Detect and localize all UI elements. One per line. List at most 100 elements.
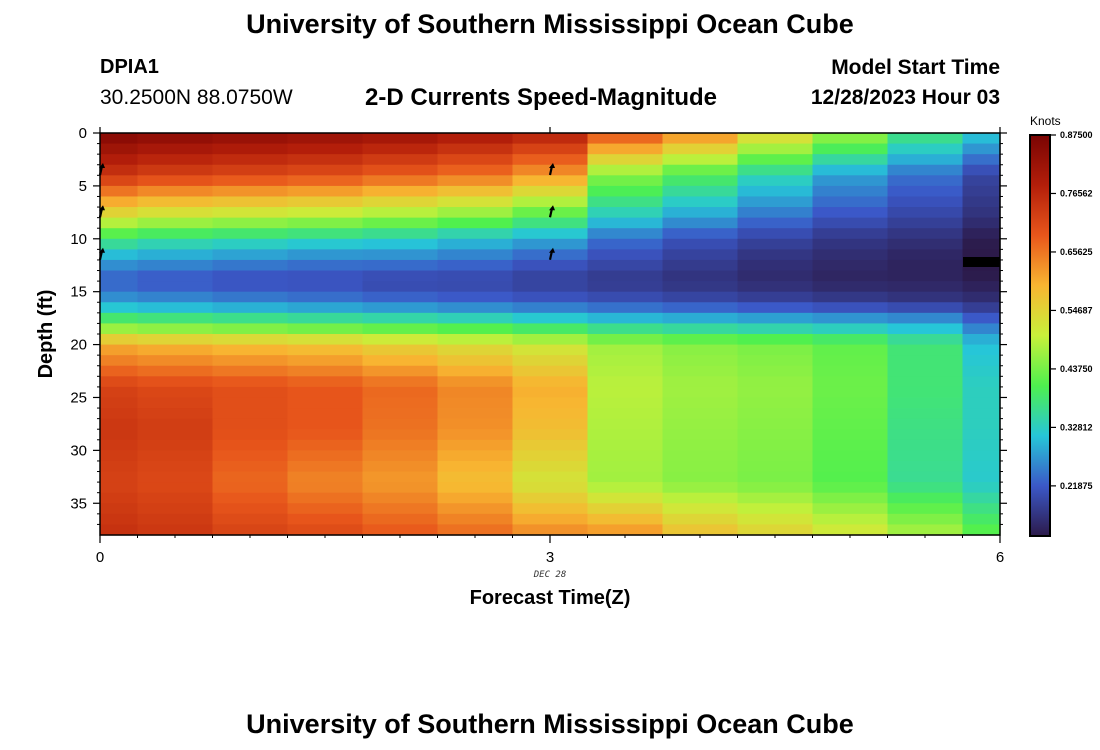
- heatmap-cell: [737, 185, 814, 198]
- heatmap-cell: [212, 492, 289, 504]
- heatmap-cell: [512, 524, 589, 536]
- current-vectors: [98, 163, 555, 260]
- heatmap-cell: [137, 302, 214, 314]
- heatmap-cell: [512, 302, 589, 314]
- heatmap-cell: [812, 249, 889, 261]
- heatmap-cell: [962, 207, 1001, 219]
- heatmap-cell: [437, 196, 514, 208]
- heatmap-cell: [437, 471, 514, 483]
- heatmap-cell: [812, 376, 889, 388]
- heatmap-cell: [812, 270, 889, 282]
- heatmap-cell: [287, 228, 364, 240]
- heatmap-cell: [137, 386, 214, 399]
- heatmap-cell: [362, 238, 439, 250]
- heatmap-cell: [737, 228, 814, 240]
- heatmap-cell: [662, 281, 739, 293]
- heatmap-cell: [137, 217, 214, 229]
- heatmap-cell: [437, 228, 514, 240]
- x-tick-label: 0: [96, 549, 104, 566]
- heatmap-cell: [887, 386, 964, 399]
- heatmap-cell: [100, 323, 139, 335]
- heatmap-cell: [137, 503, 214, 515]
- heatmap-cell: [662, 302, 739, 314]
- heatmap-cell: [962, 143, 1001, 155]
- heatmap-cell: [962, 312, 1001, 325]
- heatmap-cell: [887, 513, 964, 526]
- heatmap-cell: [437, 259, 514, 272]
- heatmap-cell: [287, 386, 364, 399]
- heatmap-cell: [437, 460, 514, 473]
- heatmap-cell: [512, 154, 589, 166]
- current-vector-arrow: [548, 205, 555, 218]
- heatmap-cell: [812, 281, 889, 293]
- heatmap-cell: [887, 270, 964, 282]
- heatmap-cell: [587, 503, 664, 515]
- x-date-label: DEC 28: [533, 570, 567, 580]
- heatmap-cell: [962, 492, 1001, 504]
- heatmap-cell: [437, 439, 514, 451]
- heatmap-cell: [962, 217, 1001, 229]
- heatmap-cell: [212, 365, 289, 377]
- heatmap-cell: [887, 482, 964, 494]
- heatmap-cell: [812, 302, 889, 314]
- heatmap-cell: [737, 302, 814, 314]
- x-tick-label: 6: [996, 549, 1004, 566]
- heatmap-cell: [287, 270, 364, 282]
- heatmap-cell: [437, 217, 514, 229]
- heatmap-cell: [512, 270, 589, 282]
- heatmap-cell: [137, 429, 214, 441]
- heatmap-cell: [287, 217, 364, 229]
- heatmap-cell: [100, 185, 139, 198]
- heatmap-cell: [100, 450, 139, 462]
- heatmap-cell: [362, 344, 439, 356]
- heatmap-cell: [437, 397, 514, 409]
- heatmap-cell: [362, 471, 439, 483]
- heatmap-cell: [137, 133, 214, 145]
- heatmap-cell: [812, 133, 889, 145]
- heatmap-cell: [737, 355, 814, 367]
- heatmap-cell: [587, 376, 664, 388]
- heatmap-cell: [962, 238, 1001, 250]
- heatmap-cell: [437, 249, 514, 261]
- heatmap-cell: [362, 524, 439, 536]
- heatmap-cell: [287, 302, 364, 314]
- heatmap-cell: [212, 302, 289, 314]
- heatmap-cell: [137, 228, 214, 240]
- heatmap-cell: [212, 238, 289, 250]
- heatmap-cell: [212, 270, 289, 282]
- heatmap-cell: [212, 376, 289, 388]
- heatmap-cell: [437, 185, 514, 198]
- heatmap-cell: [962, 513, 1001, 526]
- heatmap-cell: [512, 259, 589, 272]
- heatmap-cell: [100, 228, 139, 240]
- heatmap-cell: [662, 397, 739, 409]
- heatmap-cell: [587, 344, 664, 356]
- heatmap-cell: [587, 386, 664, 399]
- heatmap-cell: [812, 238, 889, 250]
- heatmap-cell: [587, 281, 664, 293]
- heatmap-cell: [812, 175, 889, 187]
- heatmap-cell: [100, 524, 139, 536]
- heatmap-cell: [100, 196, 139, 208]
- heatmap-cell: [212, 143, 289, 155]
- heatmap-cell: [512, 334, 589, 346]
- heatmap-cell: [212, 429, 289, 441]
- heatmap-cell: [100, 355, 139, 367]
- heatmap-cell: [962, 185, 1001, 198]
- heatmap-cell: [737, 460, 814, 473]
- heatmap-cell: [662, 196, 739, 208]
- heatmap-cell: [962, 524, 1001, 536]
- heatmap-cell: [812, 365, 889, 377]
- heatmap-cell: [887, 492, 964, 504]
- heatmap-cell: [962, 418, 1001, 430]
- page-title: University of Southern Mississippi Ocean…: [246, 9, 854, 39]
- heatmap-cell: [512, 185, 589, 198]
- colorbar: [1029, 134, 1051, 537]
- heatmap-cell: [887, 154, 964, 166]
- heatmap-cell: [287, 133, 364, 145]
- heatmap-cell: [100, 513, 139, 526]
- heatmap-cell: [812, 418, 889, 430]
- heatmap-cell: [287, 482, 364, 494]
- heatmap-cell: [737, 439, 814, 451]
- colorbar-tick-label: 0.54687: [1060, 305, 1093, 315]
